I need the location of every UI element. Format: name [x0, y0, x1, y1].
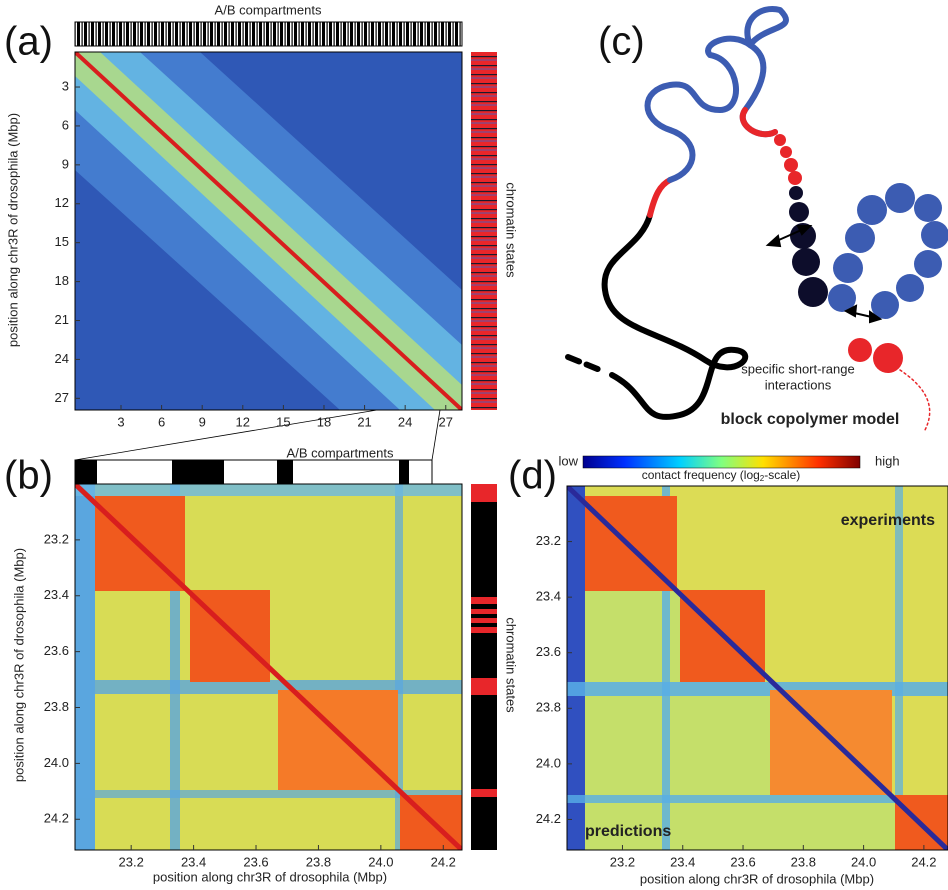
x-tick-label: 6 — [158, 414, 165, 429]
x-tick-label: 23.4 — [670, 854, 695, 869]
x-tick-label: 23.2 — [610, 854, 635, 869]
y-tick-label: 24.2 — [44, 811, 69, 826]
y-tick-label: 23.2 — [536, 533, 561, 548]
x-tick-label: 23.6 — [730, 854, 755, 869]
model-label: block copolymer model — [721, 411, 900, 428]
annotation: specific short-range — [741, 361, 854, 376]
upper-label: experiments — [841, 512, 935, 529]
colorbar-low: low — [558, 453, 578, 468]
colorbar-label-part: contact frequency (log — [642, 468, 760, 482]
y-tick-label: 9 — [62, 156, 69, 171]
x-tick-label: 24.2 — [911, 854, 936, 869]
colorbar-high: high — [875, 453, 900, 468]
side-label: chromatin states — [504, 182, 519, 278]
y-tick-label: 24 — [55, 351, 69, 366]
x-tick-label: 9 — [199, 414, 206, 429]
annotation: interactions — [765, 377, 832, 392]
y-label: position along chr3R of drosophila (Mbp) — [5, 113, 20, 347]
x-tick-label: 15 — [276, 414, 290, 429]
y-tick-label: 24.0 — [536, 755, 561, 770]
y-tick-label: 27 — [55, 390, 69, 405]
polymer-diagram — [565, 6, 931, 431]
heatmap — [75, 484, 462, 850]
x-label: position along chr3R of drosophila (Mbp) — [640, 871, 874, 886]
y-tick-label: 6 — [62, 117, 69, 132]
y-tick-label: 21 — [55, 312, 69, 327]
frame — [566, 485, 948, 851]
zoom-line — [431, 409, 441, 461]
chromatin-track — [471, 52, 497, 410]
y-tick-label: 18 — [55, 273, 69, 288]
x-label: position along chr3R of drosophila (Mbp) — [153, 869, 387, 884]
y-tick-label: 12 — [55, 195, 69, 210]
y-tick-label: 24.2 — [536, 811, 561, 826]
x-tick-label: 12 — [236, 414, 250, 429]
heatmap — [567, 486, 948, 850]
side-label: chromatin states — [504, 617, 519, 713]
y-label: position along chr3R of drosophila (Mbp) — [11, 548, 26, 782]
panel-label: (a) — [4, 20, 53, 64]
colorbar-label-part: -scale) — [764, 468, 800, 482]
x-tick-label: 24.0 — [851, 854, 876, 869]
beads — [774, 134, 948, 373]
frame — [74, 51, 463, 411]
heatmap — [75, 52, 462, 410]
colorbar-label-sub: 2 — [760, 474, 765, 483]
x-tick-label: 3 — [117, 414, 124, 429]
y-tick-label: 23.6 — [536, 644, 561, 659]
frame — [74, 483, 463, 851]
x-tick-label: 23.6 — [243, 854, 268, 869]
x-tick-label: 23.4 — [181, 854, 206, 869]
y-tick-label: 23.4 — [44, 587, 69, 602]
x-tick-label: 23.8 — [306, 854, 331, 869]
ab-track — [74, 21, 463, 47]
x-tick-label: 23.2 — [119, 854, 144, 869]
zoom-line — [74, 409, 378, 461]
x-tick-label: 23.8 — [791, 854, 816, 869]
y-tick-label: 23.2 — [44, 531, 69, 546]
colorbar — [582, 455, 861, 469]
y-tick-label: 23.6 — [44, 643, 69, 658]
panel-label: (c) — [598, 20, 645, 64]
x-tick-label: 24.2 — [431, 854, 456, 869]
top-label: A/B compartments — [287, 445, 394, 460]
y-tick-label: 24.0 — [44, 755, 69, 770]
x-tick-label: 24 — [398, 414, 412, 429]
panel-label: (d) — [508, 454, 557, 498]
x-tick-label: 24.0 — [368, 854, 393, 869]
colorbar-label: contact frequency (log2-scale) — [642, 468, 801, 483]
top-label: A/B compartments — [215, 2, 322, 17]
interaction-arrows — [765, 225, 883, 324]
panel-label: (b) — [4, 454, 53, 498]
y-tick-label: 23.8 — [536, 700, 561, 715]
y-tick-label: 23.4 — [536, 589, 561, 604]
x-tick-label: 21 — [357, 414, 371, 429]
lower-label: predictions — [585, 823, 671, 840]
chromatin-track — [471, 484, 497, 850]
ab-track — [74, 459, 433, 485]
y-tick-label: 3 — [62, 78, 69, 93]
x-tick-label: 27 — [439, 414, 453, 429]
y-tick-label: 15 — [55, 234, 69, 249]
x-tick-label: 18 — [317, 414, 331, 429]
y-tick-label: 23.8 — [44, 699, 69, 714]
